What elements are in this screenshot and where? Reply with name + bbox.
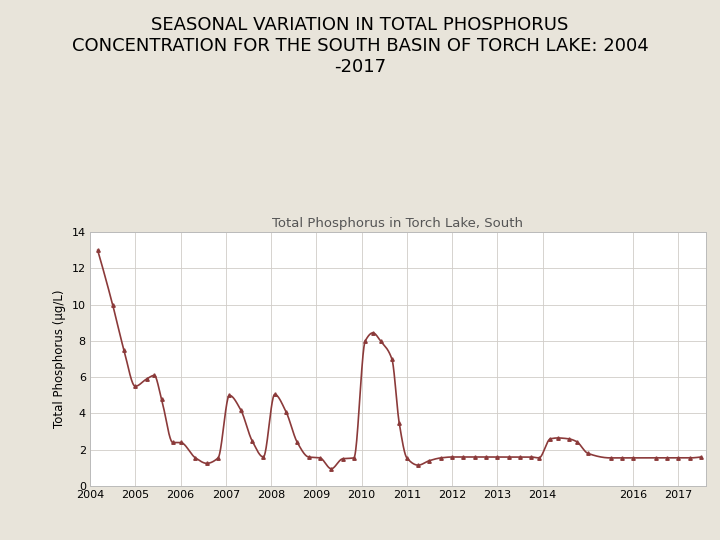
Y-axis label: Total Phosphorus (µg/L): Total Phosphorus (µg/L) (53, 290, 66, 428)
Title: Total Phosphorus in Torch Lake, South: Total Phosphorus in Torch Lake, South (272, 217, 523, 230)
Text: SEASONAL VARIATION IN TOTAL PHOSPHORUS
CONCENTRATION FOR THE SOUTH BASIN OF TORC: SEASONAL VARIATION IN TOTAL PHOSPHORUS C… (71, 16, 649, 76)
